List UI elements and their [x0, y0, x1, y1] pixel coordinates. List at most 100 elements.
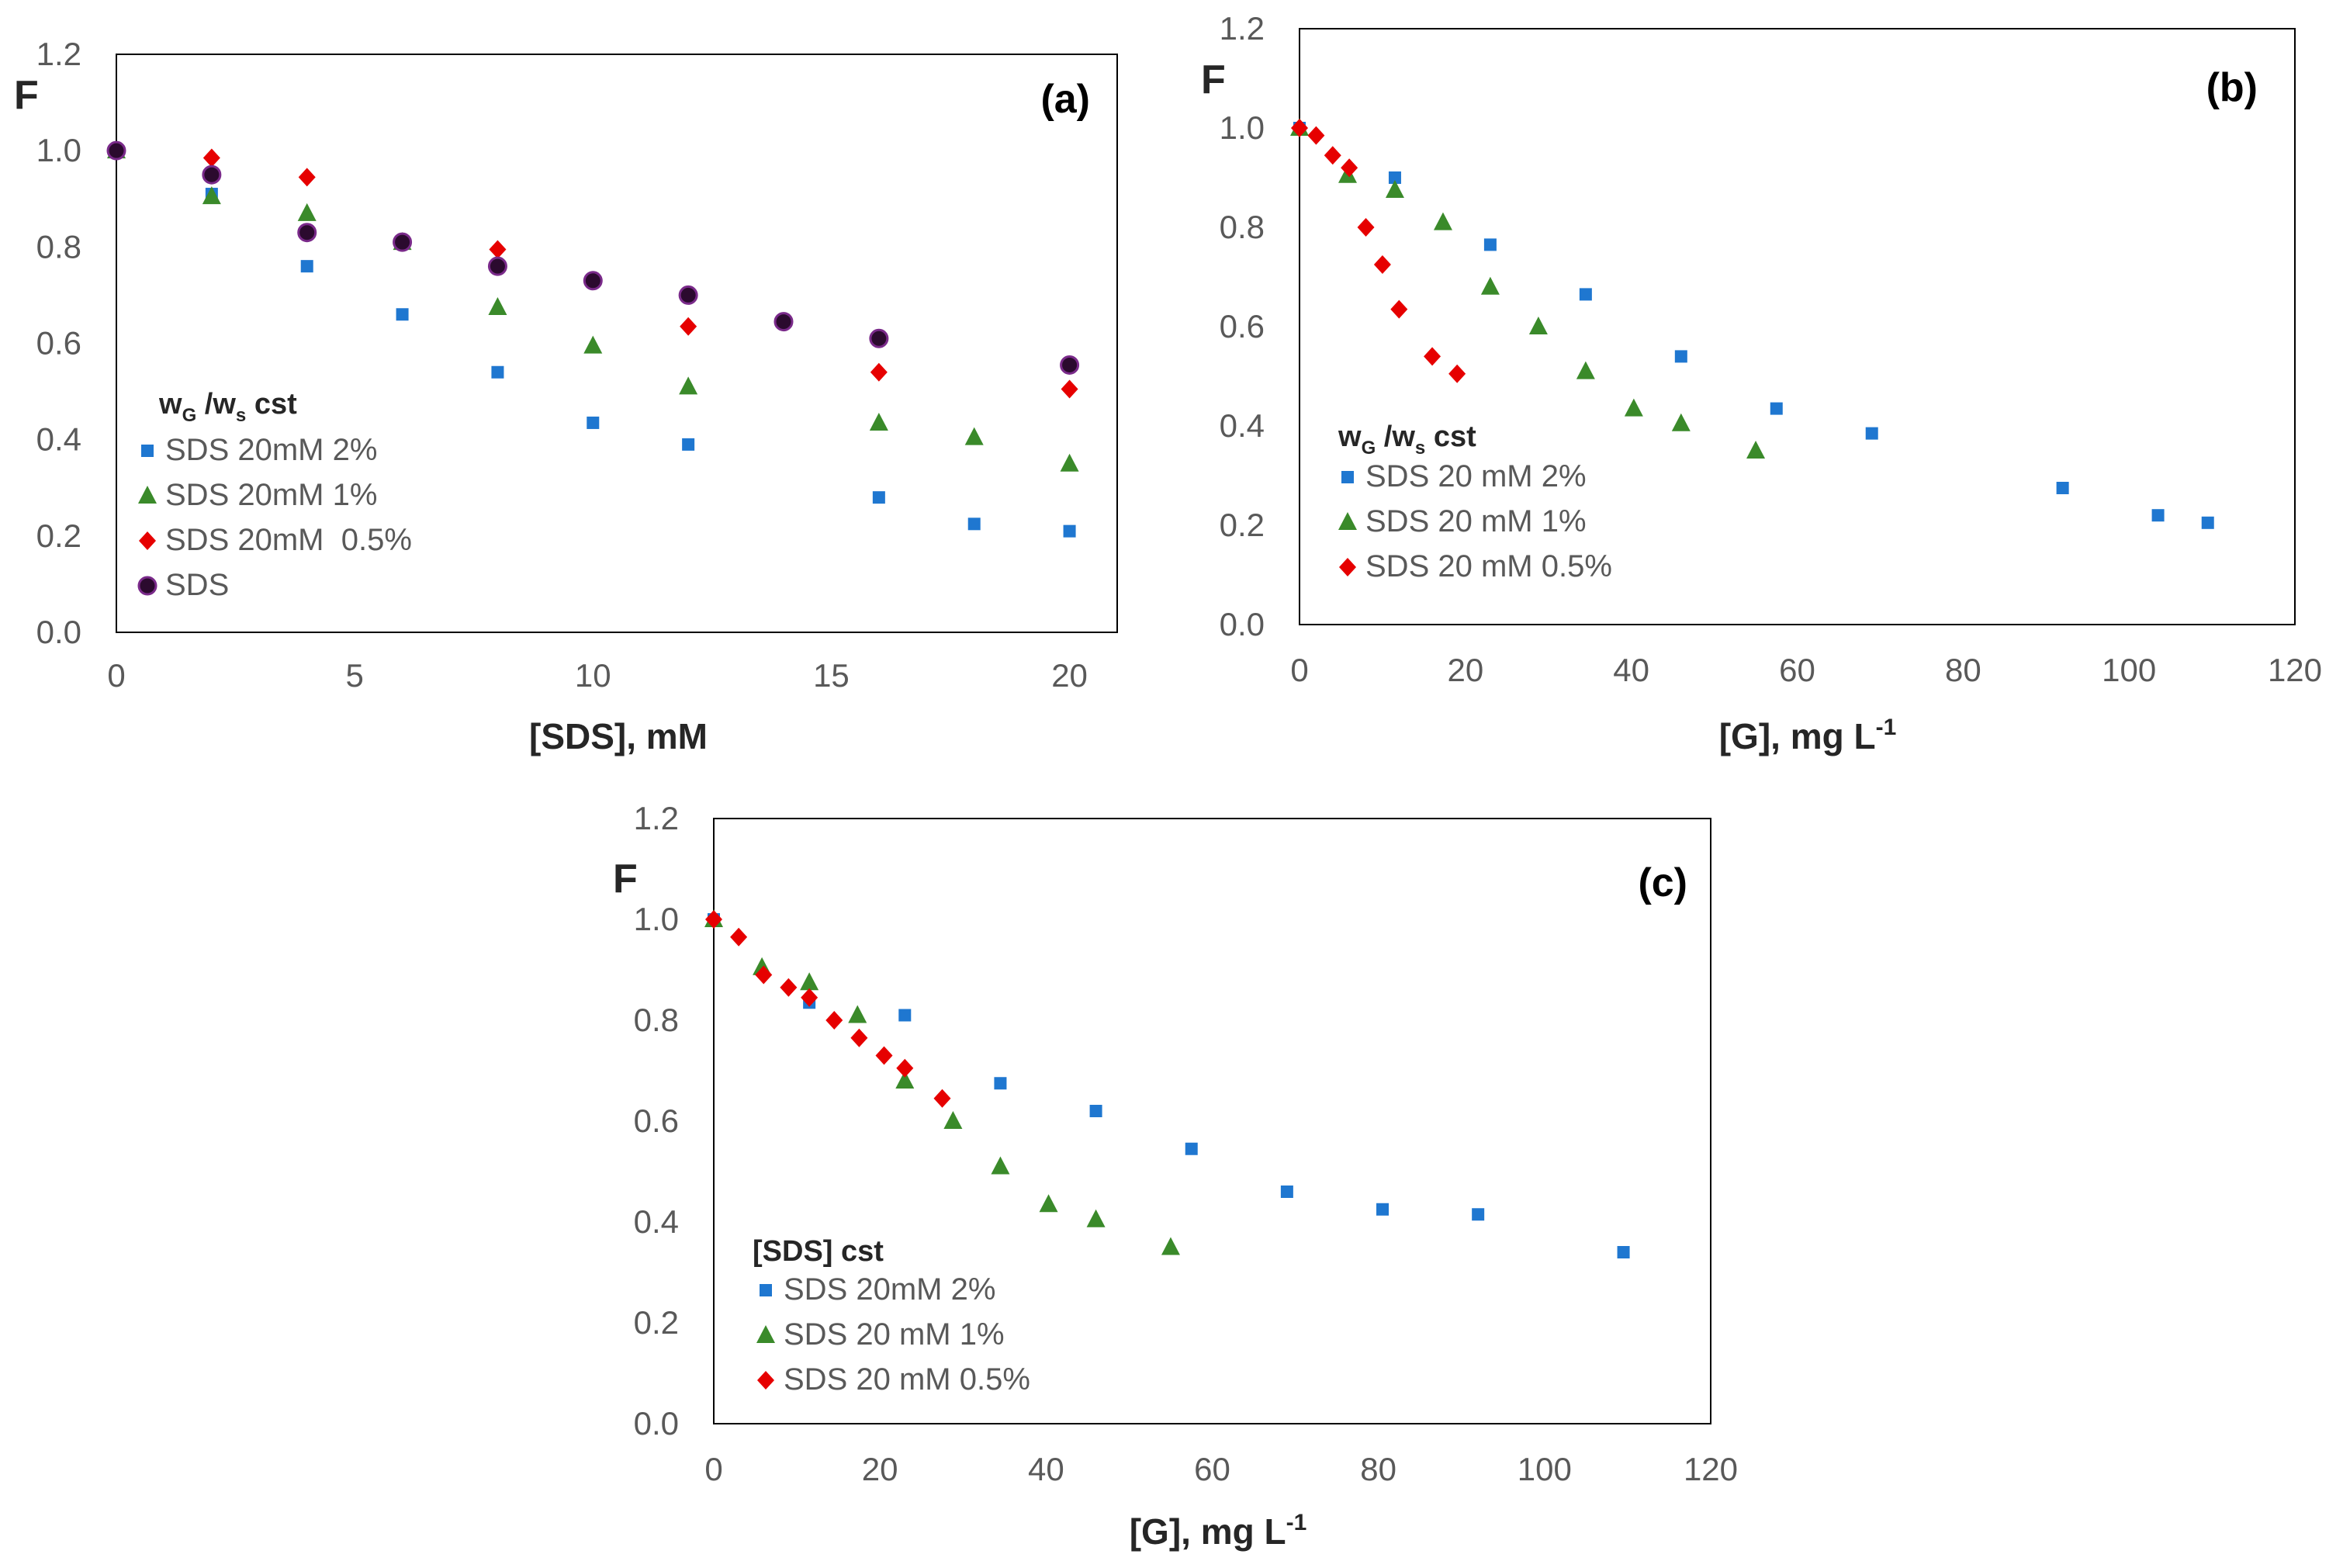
data-point — [1674, 350, 1687, 363]
data-point — [1341, 158, 1358, 178]
panel-b-x-axis-label: [G], mg L-1 — [1719, 715, 1897, 756]
y-tick-label: 1.0 — [634, 901, 679, 937]
series-2 — [1291, 119, 1466, 383]
legend-label: SDS 20 mM 0.5% — [1365, 549, 1612, 583]
data-point — [1390, 299, 1408, 319]
panel-b-marks — [1290, 118, 2214, 529]
panel-c-y-ticks: 0.0 0.2 0.4 0.6 0.8 1.0 1.2 — [634, 800, 679, 1442]
data-point — [1770, 402, 1783, 415]
data-point — [964, 427, 984, 445]
panel-a-frame — [116, 54, 1118, 633]
y-tick-label: 1.2 — [1220, 10, 1265, 47]
data-point — [1060, 453, 1079, 472]
panel-c-y-axis-label: F — [613, 857, 638, 902]
y-tick-label: 0.2 — [634, 1304, 679, 1341]
data-point — [1307, 126, 1325, 145]
legend-marker — [1338, 512, 1357, 530]
data-point — [1480, 276, 1500, 295]
x-tick-label: 60 — [1194, 1451, 1230, 1487]
data-point — [869, 328, 889, 348]
legend-marker — [137, 576, 157, 596]
panel-b-legend-entries: SDS 20 mM 2% SDS 20 mM 1% SDS 20 mM 0.5% — [1338, 459, 1612, 583]
panel-a-legend-title: wG /ws cst — [158, 388, 297, 426]
panel-c-x-axis-label: [G], mg L-1 — [1130, 1510, 1307, 1552]
x-tick-label: 40 — [1613, 652, 1649, 688]
y-tick-label: 0.0 — [634, 1405, 679, 1442]
data-point — [1060, 355, 1080, 375]
x-tick-label: 100 — [2102, 652, 2156, 688]
panel-c-legend: [SDS] cst SDS 20mM 2% SDS 20 mM 1% SDS 20 … — [753, 1235, 1030, 1397]
data-point — [680, 317, 697, 336]
data-point — [1280, 1186, 1293, 1198]
data-point — [583, 271, 603, 291]
x-tick-label: 0 — [1290, 652, 1308, 688]
data-point — [755, 965, 773, 985]
data-point — [780, 978, 798, 997]
y-tick-label: 0.6 — [634, 1102, 679, 1139]
data-point — [298, 168, 316, 187]
panel-c-x-ticks: 0 20 40 60 80 100 120 — [704, 1451, 1738, 1487]
data-point — [2056, 482, 2069, 494]
data-point — [297, 202, 317, 221]
data-point — [393, 232, 413, 252]
y-tick-label: 0.4 — [36, 421, 81, 458]
legend-marker — [756, 1325, 775, 1343]
x-tick-label: 120 — [2268, 652, 2322, 688]
chart-panel-c: 0.00.20.40.60.81.01.2 0 20 40 60 80 100 120 F … — [613, 800, 1738, 1552]
data-point — [705, 910, 722, 929]
legend-label: SDS 20mM 2% — [784, 1272, 995, 1307]
data-point — [872, 491, 885, 504]
data-point — [774, 312, 794, 332]
legend-label: SDS 20mM 2% — [165, 433, 377, 467]
data-point — [1433, 212, 1452, 230]
data-point — [1373, 255, 1391, 274]
data-point — [1746, 441, 1766, 459]
data-point — [1424, 347, 1441, 366]
panel-c-legend-title: [SDS] cst — [753, 1235, 884, 1268]
data-point — [1063, 524, 1076, 538]
data-point — [1472, 1208, 1485, 1221]
panel-b-label: (b) — [2206, 65, 2258, 110]
data-point — [1528, 317, 1548, 334]
y-tick-label: 0.2 — [36, 517, 81, 554]
y-tick-label: 0.2 — [1220, 507, 1265, 543]
data-point — [850, 1028, 868, 1047]
data-point — [396, 308, 409, 321]
data-point — [1161, 1237, 1180, 1255]
y-tick-label: 1.2 — [634, 800, 679, 836]
x-tick-label: 80 — [1360, 1451, 1396, 1487]
data-point — [202, 148, 220, 168]
x-tick-label: 0 — [107, 657, 125, 694]
panel-a-y-ticks: 0.0 0.2 0.4 0.6 0.8 1.0 1.2 — [36, 36, 81, 650]
panel-a-legend: wG /ws cst SDS 20mM 2%SDS 20mM 1%SDS 20m… — [137, 388, 412, 602]
data-point — [943, 1111, 963, 1129]
data-point — [967, 517, 981, 531]
data-point — [587, 416, 600, 429]
panel-a-x-ticks: 0 5 10 15 20 — [107, 657, 1088, 694]
data-point — [583, 335, 603, 354]
data-point — [800, 972, 819, 991]
data-point — [1061, 379, 1078, 399]
y-tick-label: 0.0 — [36, 614, 81, 650]
panel-c-frame — [713, 818, 1711, 1424]
data-point — [869, 412, 888, 431]
panel-c-legend-entries: SDS 20mM 2% SDS 20 mM 1% SDS 20 mM 0.5% — [756, 1272, 1030, 1397]
legend-marker — [138, 486, 157, 504]
y-tick-label: 0.8 — [36, 228, 81, 265]
x-tick-label: 10 — [575, 657, 611, 694]
data-point — [297, 223, 317, 243]
y-tick-label: 1.0 — [36, 132, 81, 168]
data-point — [848, 1005, 867, 1023]
data-point — [487, 256, 507, 276]
legend-label: SDS 20 mM 1% — [1365, 504, 1587, 538]
y-tick-label: 1.2 — [36, 36, 81, 72]
data-point — [1448, 364, 1466, 383]
legend-marker — [757, 1371, 774, 1390]
chart-panel-a: 0.0 0.2 0.4 0.6 0.8 1.0 1.2 0 5 10 15 20 F (a) [SD… — [14, 36, 1118, 756]
data-point — [1357, 218, 1375, 237]
x-tick-label: 80 — [1945, 652, 1981, 688]
data-point — [1385, 180, 1404, 198]
y-tick-label: 0.4 — [634, 1203, 679, 1240]
data-point — [801, 988, 818, 1007]
